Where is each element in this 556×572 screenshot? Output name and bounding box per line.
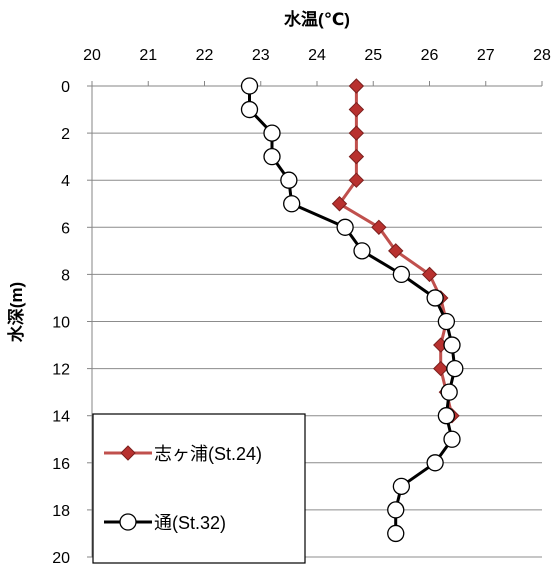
series-1-point-12: [446, 359, 464, 378]
legend: 志ヶ浦(St.24) 通(St.32): [92, 413, 306, 564]
x-tick-label-28: 28: [533, 47, 551, 64]
series-1-point-19: [387, 524, 405, 543]
x-axis-ticks: [91, 81, 543, 86]
series-1-point-17: [392, 477, 411, 496]
series-0-point-6: [371, 219, 387, 236]
x-tick-label-26: 26: [421, 47, 439, 64]
series-layer: [240, 77, 464, 543]
y-tick-label-16: 16: [52, 456, 70, 473]
series-1-point-2: [263, 124, 281, 142]
series-1-point-6: [336, 218, 354, 236]
x-tick-label-23: 23: [252, 47, 270, 64]
series-1-point-7: [353, 242, 371, 260]
series-0-point-5: [331, 196, 348, 212]
series-1-point-13: [440, 383, 458, 401]
x-tick-labels: 20 21 22 23 24 25 26 27 28: [83, 47, 551, 64]
y-tick-label-18: 18: [52, 503, 70, 520]
y-tick-label-0: 0: [61, 79, 70, 96]
legend-label-shigaura: 志ヶ浦(St.24): [154, 444, 262, 464]
series-0-point-12: [433, 360, 449, 377]
y-tick-label-8: 8: [61, 267, 70, 284]
series-1: [240, 77, 464, 543]
legend-label-kayoi: 通(St.32): [154, 513, 226, 533]
series-0-point-4: [348, 172, 365, 188]
series-0-point-2: [348, 125, 365, 141]
series-1-point-8: [392, 265, 411, 284]
series-0-point-1: [348, 101, 365, 118]
series-0-point-7: [388, 243, 404, 259]
series-1-point-5: [283, 195, 301, 213]
series-1-point-4: [280, 171, 298, 189]
series-1-point-3: [263, 147, 281, 166]
series-1-point-11: [443, 336, 461, 354]
x-tick-label-27: 27: [477, 47, 495, 64]
legend-marker-shigaura: [120, 445, 136, 461]
legend-box: [92, 413, 306, 564]
x-tick-label-25: 25: [364, 47, 382, 64]
series-0-point-8: [421, 266, 438, 283]
y-axis-title: 水深(m): [6, 282, 26, 342]
series-0-point-0: [348, 78, 365, 94]
y-tick-label-4: 4: [61, 173, 70, 190]
x-tick-label-24: 24: [308, 47, 326, 64]
y-tick-labels: 0 2 4 6 8 10 12 14 16 18 20: [52, 79, 70, 567]
series-1-point-9: [426, 289, 444, 307]
y-tick-label-20: 20: [52, 550, 70, 567]
y-tick-label-12: 12: [52, 362, 70, 379]
series-1-point-0: [240, 77, 259, 95]
x-tick-label-21: 21: [139, 47, 157, 64]
series-0-point-3: [348, 148, 365, 165]
series-1-point-10: [437, 312, 456, 331]
series-1-point-14: [437, 407, 456, 425]
series-1-point-16: [426, 454, 444, 472]
y-tick-label-10: 10: [52, 315, 70, 332]
x-tick-label-20: 20: [83, 47, 101, 64]
y-tick-label-2: 2: [61, 126, 70, 143]
y-tick-label-6: 6: [61, 220, 70, 237]
x-axis-title: 水温(℃): [284, 9, 350, 29]
x-tick-label-22: 22: [196, 47, 214, 64]
y-tick-label-14: 14: [52, 409, 70, 426]
series-1-point-18: [387, 501, 405, 519]
series-1-point-1: [240, 100, 259, 119]
legend-marker-kayoi: [119, 513, 137, 531]
series-1-point-15: [443, 430, 461, 448]
